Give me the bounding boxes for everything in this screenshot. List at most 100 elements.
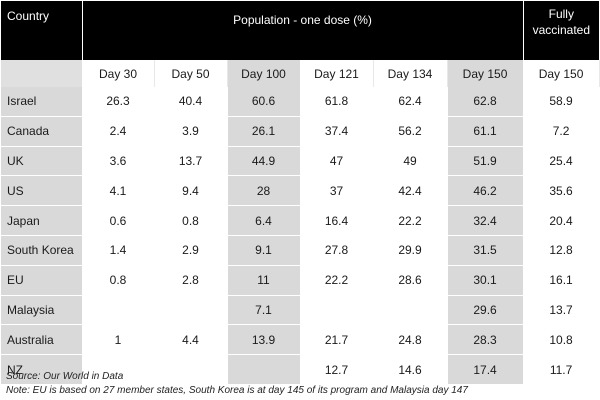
country-cell: NZ [1,354,83,385]
subheader-day: Day 30 [82,60,155,87]
value-cell [82,354,155,385]
subheader-day: Day 150 [523,60,600,87]
country-cell: EU [1,265,83,296]
value-cell: 4.1 [82,175,155,207]
value-cell [154,295,228,326]
value-cell: 49 [373,146,448,177]
value-cell: 11.7 [523,354,600,385]
table-body: Israel 26.3 40.4 60.6 61.8 62.4 62.8 58.9 Canada… [1,87,600,385]
value-cell: 56.2 [373,116,448,147]
table-row: Australia 1 4.4 13.9 21.7 24.8 28.3 10.8 [1,324,600,356]
subheader-row: Day 30 Day 50 Day 100 Day 121 Day 134 Da… [1,60,600,87]
table-row: US 4.1 9.4 28 37 42.4 46.2 35.6 [1,175,600,207]
value-cell [82,295,155,326]
value-cell: 13.9 [227,324,301,356]
country-cell: Australia [1,324,83,356]
table-row: NZ 12.7 14.6 17.4 11.7 [1,354,600,385]
table-row: EU 0.8 2.8 11 22.2 28.6 30.1 16.1 [1,265,600,296]
value-cell: 47 [300,146,374,177]
value-cell: 40.4 [154,87,228,117]
fully-header-line2: vaccinated [532,23,590,37]
value-cell: 61.8 [300,87,374,117]
value-cell: 0.8 [154,205,228,236]
value-cell: 25.4 [523,146,600,177]
value-cell: 9.4 [154,175,228,207]
value-cell: 7.2 [523,116,600,147]
source-note: Source: Our World in Data [6,371,124,382]
fully-vaccinated-header: Fully vaccinated [523,1,600,60]
value-cell: 3.6 [82,146,155,177]
value-cell: 4.4 [154,324,228,356]
value-cell [227,354,301,385]
value-cell: 12.8 [523,235,600,266]
value-cell: 35.6 [523,175,600,207]
value-cell: 13.7 [154,146,228,177]
value-cell: 24.8 [373,324,448,356]
value-cell: 0.6 [82,205,155,236]
subheader-day: Day 50 [154,60,228,87]
table-row: Malaysia 7.1 29.6 13.7 [1,295,600,326]
subheader-day: Day 121 [300,60,374,87]
value-cell: 31.5 [447,235,524,266]
value-cell: 22.2 [300,265,374,296]
value-cell: 2.8 [154,265,228,296]
table-row: South Korea 1.4 2.9 9.1 27.8 29.9 31.5 12.8 [1,235,600,266]
value-cell: 13.7 [523,295,600,326]
value-cell: 12.7 [300,354,374,385]
value-cell: 26.3 [82,87,155,117]
country-cell: South Korea [1,235,83,266]
value-cell: 1 [82,324,155,356]
value-cell: 29.9 [373,235,448,266]
value-cell: 44.9 [227,146,301,177]
fully-header-line1: Fully [548,7,574,21]
country-cell: Canada [1,116,83,147]
footnote: Note: EU is based on 27 member states, S… [6,385,468,396]
table-row: Canada 2.4 3.9 26.1 37.4 56.2 61.1 7.2 [1,116,600,147]
value-cell [300,295,374,326]
value-cell: 16.4 [300,205,374,236]
value-cell [373,295,448,326]
subheader-day: Day 100 [227,60,301,87]
value-cell: 20.4 [523,205,600,236]
value-cell: 7.1 [227,295,301,326]
value-cell: 9.1 [227,235,301,266]
value-cell: 30.1 [447,265,524,296]
value-cell: 61.1 [447,116,524,147]
country-cell: Israel [1,87,83,117]
value-cell: 1.4 [82,235,155,266]
vaccination-table: Country Population - one dose (%) Fully … [1,1,600,385]
value-cell: 11 [227,265,301,296]
value-cell [154,354,228,385]
value-cell: 14.6 [373,354,448,385]
value-cell: 3.9 [154,116,228,147]
value-cell: 16.1 [523,265,600,296]
country-cell: Japan [1,205,83,236]
table-notes: Source: Our World in Data Note: EU is ba… [6,370,468,398]
value-cell: 0.8 [82,265,155,296]
header-row: Country Population - one dose (%) Fully … [1,1,600,60]
value-cell: 58.9 [523,87,600,117]
value-cell: 10.8 [523,324,600,356]
table-row: Israel 26.3 40.4 60.6 61.8 62.4 62.8 58.9 [1,87,600,117]
country-cell: UK [1,146,83,177]
value-cell: 27.8 [300,235,374,266]
value-cell: 2.9 [154,235,228,266]
table-row: UK 3.6 13.7 44.9 47 49 51.9 25.4 [1,146,600,177]
table-row: Japan 0.6 0.8 6.4 16.4 22.2 32.4 20.4 [1,205,600,236]
value-cell: 28.3 [447,324,524,356]
value-cell: 28.6 [373,265,448,296]
value-cell: 62.4 [373,87,448,117]
value-cell: 2.4 [82,116,155,147]
value-cell: 60.6 [227,87,301,117]
value-cell: 26.1 [227,116,301,147]
value-cell: 22.2 [373,205,448,236]
value-cell: 46.2 [447,175,524,207]
value-cell: 17.4 [447,354,524,385]
population-one-dose-header: Population - one dose (%) [82,1,524,60]
country-cell: US [1,175,83,207]
value-cell: 51.9 [447,146,524,177]
value-cell: 21.7 [300,324,374,356]
country-cell: Malaysia [1,295,83,326]
country-header: Country [1,1,83,60]
value-cell: 42.4 [373,175,448,207]
